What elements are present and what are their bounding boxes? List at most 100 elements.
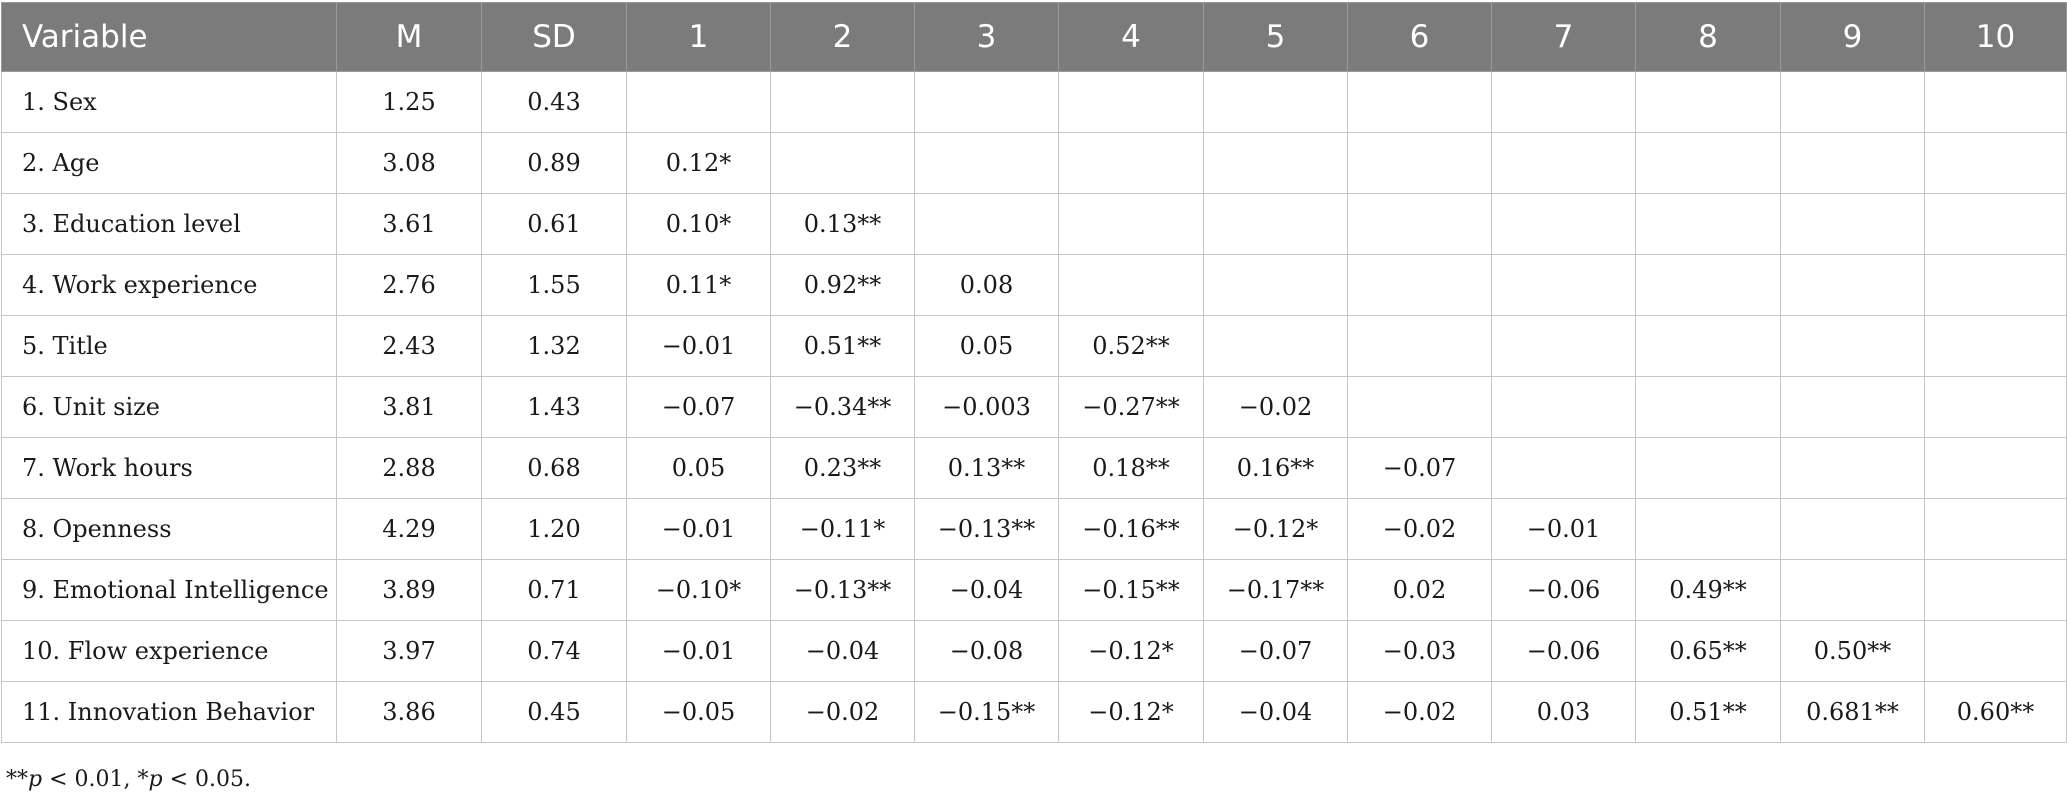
correlation-cell: 0.03 [1491,681,1636,743]
correlation-cell [1924,71,2067,133]
correlation-cell [1491,71,1636,133]
correlation-cell [1780,437,1925,499]
correlation-cell [1635,193,1781,255]
correlation-cell: −0.12* [1203,498,1348,560]
correlation-cell [1347,132,1492,194]
footnote-p-symbol: p [148,767,163,792]
correlation-cell [1780,193,1925,255]
correlation-cell [1635,254,1781,316]
correlation-cell [1058,193,1204,255]
variable-name-cell: 3. Education level [1,193,337,255]
correlation-cell: −0.03 [1347,620,1492,682]
table-row: 1. Sex 1.25 0.43 [1,71,2067,133]
correlation-cell: −0.01 [626,620,771,682]
correlation-cell [1924,315,2067,377]
sd-cell: 0.89 [481,132,627,194]
correlation-cell [1203,132,1348,194]
table-row: 10. Flow experience 3.97 0.74 −0.01 −0.04 −0.… [1,620,2067,682]
sd-cell: 0.61 [481,193,627,255]
sd-cell: 0.68 [481,437,627,499]
correlation-cell [1058,254,1204,316]
column-header: 3 [914,2,1059,72]
correlation-cell: 0.51** [1635,681,1781,743]
correlation-cell [1780,498,1925,560]
correlation-cell [1491,132,1636,194]
variable-name-cell: 6. Unit size [1,376,337,438]
sd-cell: 0.43 [481,71,627,133]
sd-cell: 1.32 [481,315,627,377]
footnote-stars-double: ** [6,767,28,792]
correlation-cell: −0.01 [1491,498,1636,560]
correlation-cell: −0.07 [626,376,771,438]
correlation-cell [1491,315,1636,377]
correlation-cell [1203,193,1348,255]
correlation-cell: −0.08 [914,620,1059,682]
correlation-cell: 0.60** [1924,681,2067,743]
correlation-cell: −0.13** [914,498,1059,560]
correlation-cell: −0.04 [770,620,915,682]
column-header: 5 [1203,2,1348,72]
correlation-cell: 0.65** [1635,620,1781,682]
correlation-cell [1058,132,1204,194]
mean-cell: 1.25 [336,71,482,133]
column-header: 1 [626,2,771,72]
mean-cell: 2.76 [336,254,482,316]
correlation-cell: 0.92** [770,254,915,316]
column-header: 10 [1924,2,2067,72]
mean-cell: 3.97 [336,620,482,682]
correlation-cell: 0.12* [626,132,771,194]
correlation-cell [1491,376,1636,438]
mean-cell: 2.43 [336,315,482,377]
sd-cell: 1.55 [481,254,627,316]
correlation-cell: 0.02 [1347,559,1492,621]
column-header: 8 [1635,2,1781,72]
variable-name-cell: 9. Emotional Intelligence [1,559,337,621]
correlation-cell [1635,498,1781,560]
correlation-cell: −0.05 [626,681,771,743]
table-row: 7. Work hours 2.88 0.68 0.05 0.23** 0.13** 0.1… [1,437,2067,499]
correlation-cell: −0.01 [626,498,771,560]
table-row: 8. Openness 4.29 1.20 −0.01 −0.11* −0.13** −0.… [1,498,2067,560]
correlation-cell [1635,376,1781,438]
column-header: SD [481,2,627,72]
correlation-cell [1347,193,1492,255]
mean-cell: 3.81 [336,376,482,438]
mean-cell: 3.08 [336,132,482,194]
correlation-cell: 0.681** [1780,681,1925,743]
correlation-cell [1924,498,2067,560]
correlation-cell: 0.05 [626,437,771,499]
variable-name-cell: 1. Sex [1,71,337,133]
mean-cell: 3.86 [336,681,482,743]
correlation-cell: −0.02 [1347,498,1492,560]
correlation-cell: −0.07 [1347,437,1492,499]
correlation-cell: 0.05 [914,315,1059,377]
correlation-cell [1058,71,1204,133]
correlation-cell [1780,254,1925,316]
correlation-cell: −0.003 [914,376,1059,438]
correlation-cell [914,193,1059,255]
column-header: 2 [770,2,915,72]
table-row: 9. Emotional Intelligence 3.89 0.71 −0.10* −… [1,559,2067,621]
correlation-cell [1203,315,1348,377]
correlation-cell: 0.23** [770,437,915,499]
variable-name-cell: 8. Openness [1,498,337,560]
correlation-cell: −0.02 [770,681,915,743]
sd-cell: 1.43 [481,376,627,438]
column-header: 7 [1491,2,1636,72]
correlation-cell [1924,254,2067,316]
mean-cell: 4.29 [336,498,482,560]
correlation-cell [914,132,1059,194]
correlation-cell: −0.02 [1203,376,1348,438]
variable-name-cell: 2. Age [1,132,337,194]
correlation-cell [1203,254,1348,316]
correlation-cell: 0.49** [1635,559,1781,621]
correlation-cell [1347,315,1492,377]
correlation-cell [770,71,915,133]
table-row: 6. Unit size 3.81 1.43 −0.07 −0.34** −0.003 −0… [1,376,2067,438]
variable-name-cell: 10. Flow experience [1,620,337,682]
footnote-threshold-001: < 0.01, [42,767,138,792]
correlation-cell [1491,193,1636,255]
variable-name-cell: 4. Work experience [1,254,337,316]
correlation-cell [1491,254,1636,316]
correlation-cell [1203,71,1348,133]
